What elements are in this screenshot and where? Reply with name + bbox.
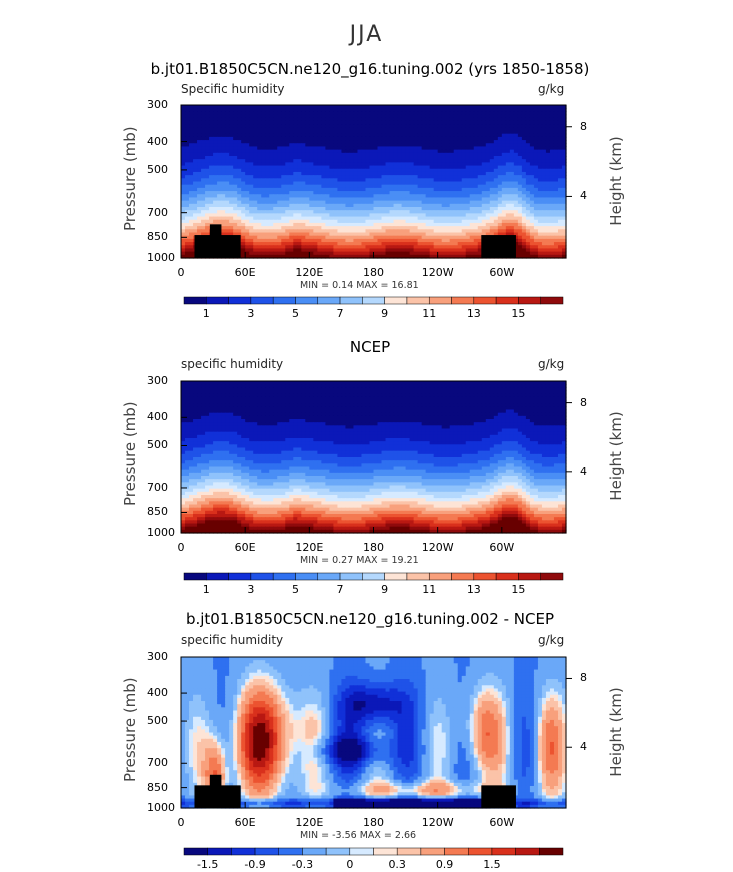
panel-units-0: g/kg [538, 82, 565, 96]
panel-units-1: g/kg [538, 357, 565, 371]
colorbar-label-0-0: 1 [202, 307, 210, 320]
colorbar-label-2-0: -1.5 [196, 858, 219, 871]
ylabel-1: Pressure (mb) [121, 401, 139, 506]
colorbar-label-0-6: 13 [466, 307, 481, 320]
y2tick-label-2-1: 4 [580, 740, 587, 754]
panel-title-1: NCEP [349, 338, 391, 356]
colorbar-label-2-5: 0.9 [435, 858, 454, 871]
y2label-2: Height (km) [607, 686, 625, 777]
heatmap-field-1 [181, 381, 567, 534]
colorbar-label-1-3: 7 [336, 583, 344, 596]
colorbar-label-2-3: 0 [346, 858, 354, 871]
colorbar-label-0-7: 15 [511, 307, 526, 320]
xtick-label-0-4: 120W [421, 266, 454, 279]
ytick-label-1-3: 700 [147, 480, 168, 494]
y2tick-label-1-0: 8 [580, 395, 587, 409]
colorbar-label-1-1: 3 [247, 583, 255, 596]
ytick-label-1-2: 500 [147, 438, 168, 452]
xtick-label-0-1: 60E [234, 266, 256, 279]
panel-subtitle-1: specific humidity [181, 357, 284, 371]
colorbar-label-0-4: 9 [381, 307, 389, 320]
xtick-label-1-5: 60W [489, 541, 515, 554]
ytick-label-0-4: 850 [147, 230, 168, 244]
ytick-label-1-5: 1000 [147, 526, 175, 539]
colorbar-label-0-2: 5 [291, 307, 299, 320]
terrain-block-0-2 [481, 235, 516, 258]
stats-2: MIN = -3.56 MAX = 2.66 [300, 830, 417, 841]
xtick-label-1-3: 180 [363, 541, 384, 554]
xtick-label-2-2: 120E [295, 816, 324, 829]
colorbar-label-1-0: 1 [202, 583, 210, 596]
ytick-label-0-1: 400 [147, 134, 168, 148]
y2tick-label-0-0: 8 [580, 119, 587, 133]
ytick-label-1-0: 300 [147, 374, 168, 387]
colorbar-label-0-5: 11 [422, 307, 437, 320]
colorbar-label-1-6: 13 [466, 583, 481, 596]
panel-title-0: b.jt01.B1850C5CN.ne120_g16.tuning.002 (y… [150, 60, 590, 78]
ytick-label-2-5: 1000 [147, 801, 175, 814]
xtick-label-1-2: 120E [295, 541, 324, 554]
colorbar-label-0-3: 7 [336, 307, 344, 320]
colorbar-label-2-4: 0.3 [388, 858, 406, 871]
main-title: JJA [349, 22, 384, 47]
y2tick-label-1-1: 4 [580, 464, 587, 478]
ylabel-0: Pressure (mb) [121, 125, 139, 231]
heatmap-field-2 [181, 657, 567, 809]
xtick-label-1-4: 120W [421, 541, 454, 554]
y2label-1: Height (km) [607, 411, 625, 501]
colorbar-label-1-2: 5 [291, 583, 299, 596]
colorbar-label-1-4: 9 [381, 583, 389, 596]
panel-title-2: b.jt01.B1850C5CN.ne120_g16.tuning.002 - … [185, 610, 555, 628]
ytick-label-1-4: 850 [147, 505, 168, 519]
xtick-label-0-3: 180 [363, 266, 384, 279]
ytick-label-2-2: 500 [147, 714, 168, 728]
colorbar-1 [183, 572, 564, 581]
colorbar-label-2-6: 1.5 [483, 858, 501, 871]
ytick-label-0-3: 700 [147, 205, 168, 219]
colorbar-0 [183, 296, 564, 305]
xtick-label-0-0: 0 [177, 266, 185, 279]
y2label-0: Height (km) [607, 135, 625, 226]
stats-0: MIN = 0.14 MAX = 16.81 [300, 280, 419, 291]
ytick-label-0-0: 300 [147, 98, 168, 111]
colorbar-label-1-7: 15 [511, 583, 526, 596]
ytick-label-2-0: 300 [147, 650, 168, 663]
xtick-label-2-1: 60E [234, 816, 256, 829]
ytick-label-0-2: 500 [147, 162, 168, 176]
xtick-label-2-3: 180 [363, 816, 384, 829]
terrain-block-2-1 [209, 774, 222, 808]
xtick-label-0-2: 120E [295, 266, 324, 279]
xtick-label-2-0: 0 [177, 816, 185, 829]
xtick-label-2-4: 120W [421, 816, 454, 829]
ytick-label-1-1: 400 [147, 410, 168, 424]
xtick-label-1-1: 60E [234, 541, 256, 554]
ytick-label-2-4: 850 [147, 780, 168, 794]
colorbar-label-2-1: -0.9 [244, 858, 266, 871]
xtick-label-2-5: 60W [489, 816, 515, 829]
xtick-label-0-5: 60W [489, 266, 515, 279]
colorbar-label-1-5: 11 [422, 583, 437, 596]
ylabel-2: Pressure (mb) [121, 676, 139, 782]
panel-units-2: g/kg [538, 633, 565, 647]
y2tick-label-0-1: 4 [580, 189, 587, 203]
colorbar-2 [183, 847, 564, 856]
colorbar-label-2-2: -0.3 [291, 858, 314, 871]
ytick-label-2-1: 400 [147, 686, 168, 700]
ytick-label-0-5: 1000 [147, 251, 175, 264]
xtick-label-1-0: 0 [177, 541, 185, 554]
panel-subtitle-2: specific humidity [181, 633, 284, 647]
stats-1: MIN = 0.27 MAX = 19.21 [300, 555, 419, 566]
colorbar-label-0-1: 3 [247, 307, 255, 320]
terrain-block-2-2 [481, 785, 516, 808]
panel-subtitle-0: Specific humidity [181, 82, 285, 96]
ytick-label-2-3: 700 [147, 756, 168, 770]
terrain-block-0-1 [209, 224, 222, 258]
y2tick-label-2-0: 8 [580, 671, 587, 685]
